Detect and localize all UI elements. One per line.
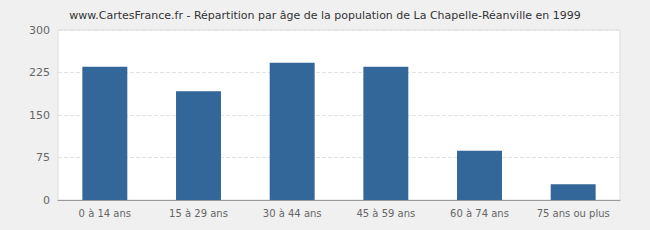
svg-text:150: 150 — [29, 109, 50, 122]
svg-text:225: 225 — [29, 66, 50, 79]
svg-text:www.CartesFrance.fr - Répartit: www.CartesFrance.fr - Répartition par âg… — [69, 9, 580, 22]
svg-text:60 à 74 ans: 60 à 74 ans — [450, 208, 509, 219]
svg-text:15 à 29 ans: 15 à 29 ans — [169, 208, 228, 219]
svg-text:30 à 44 ans: 30 à 44 ans — [263, 208, 322, 219]
svg-text:75: 75 — [36, 151, 50, 164]
svg-text:45 à 59 ans: 45 à 59 ans — [356, 208, 415, 219]
svg-text:300: 300 — [29, 24, 50, 37]
svg-text:0 à 14 ans: 0 à 14 ans — [79, 208, 131, 219]
svg-text:75 ans ou plus: 75 ans ou plus — [537, 208, 610, 219]
svg-text:0: 0 — [43, 194, 50, 207]
